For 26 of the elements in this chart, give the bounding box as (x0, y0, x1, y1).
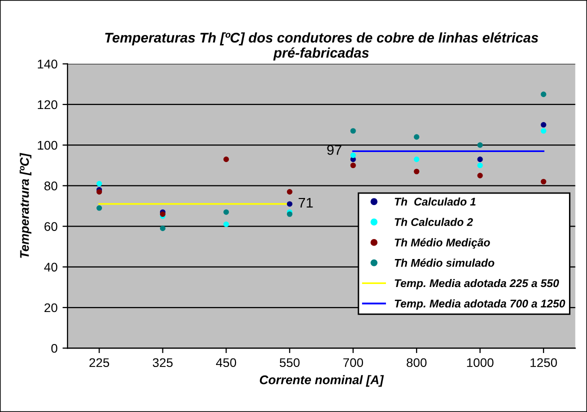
y-tick-label: 0 (51, 344, 58, 353)
y-tick-label: 120 (38, 100, 58, 110)
legend-label: Th Médio Medição (394, 238, 490, 249)
x-tick-label: 550 (280, 358, 300, 368)
x-tick-label: 700 (343, 358, 364, 368)
x-tick-label: 1000 (467, 358, 494, 368)
y-tick-label: 80 (44, 181, 58, 190)
legend-label: Temp. Media adotada 225 a 550 (394, 278, 559, 290)
y-tick-label: 140 (38, 60, 58, 69)
legend-label: Temp. Media adotada 700 a 1250 (394, 299, 566, 310)
y-tick-label: 100 (38, 140, 58, 150)
x-tick-label: 1250 (530, 358, 557, 368)
x-tick-label: 800 (406, 358, 427, 368)
annotation: 71 (298, 198, 313, 208)
x-axis-title: Corrente nominal [A] (260, 375, 384, 387)
y-tick-label: 40 (44, 262, 58, 272)
y-tick-label: 20 (44, 303, 58, 312)
chart-title: Temperaturas Th [ºC] dos condutores de cobre de linhas elétricas pré-fabricadas (105, 32, 538, 60)
legend-label: Th Médio simulado (394, 258, 494, 267)
x-tick-label: 225 (89, 358, 110, 368)
y-axis-title: Temperatrura [ºC] (20, 152, 32, 258)
y-tick-label: 60 (44, 222, 58, 231)
x-tick-label: 450 (216, 358, 236, 368)
x-tick-label: 325 (152, 358, 173, 368)
legend-label: Th Calculado 2 (394, 218, 473, 226)
legend-label: Th Calculado 1 (394, 197, 476, 206)
